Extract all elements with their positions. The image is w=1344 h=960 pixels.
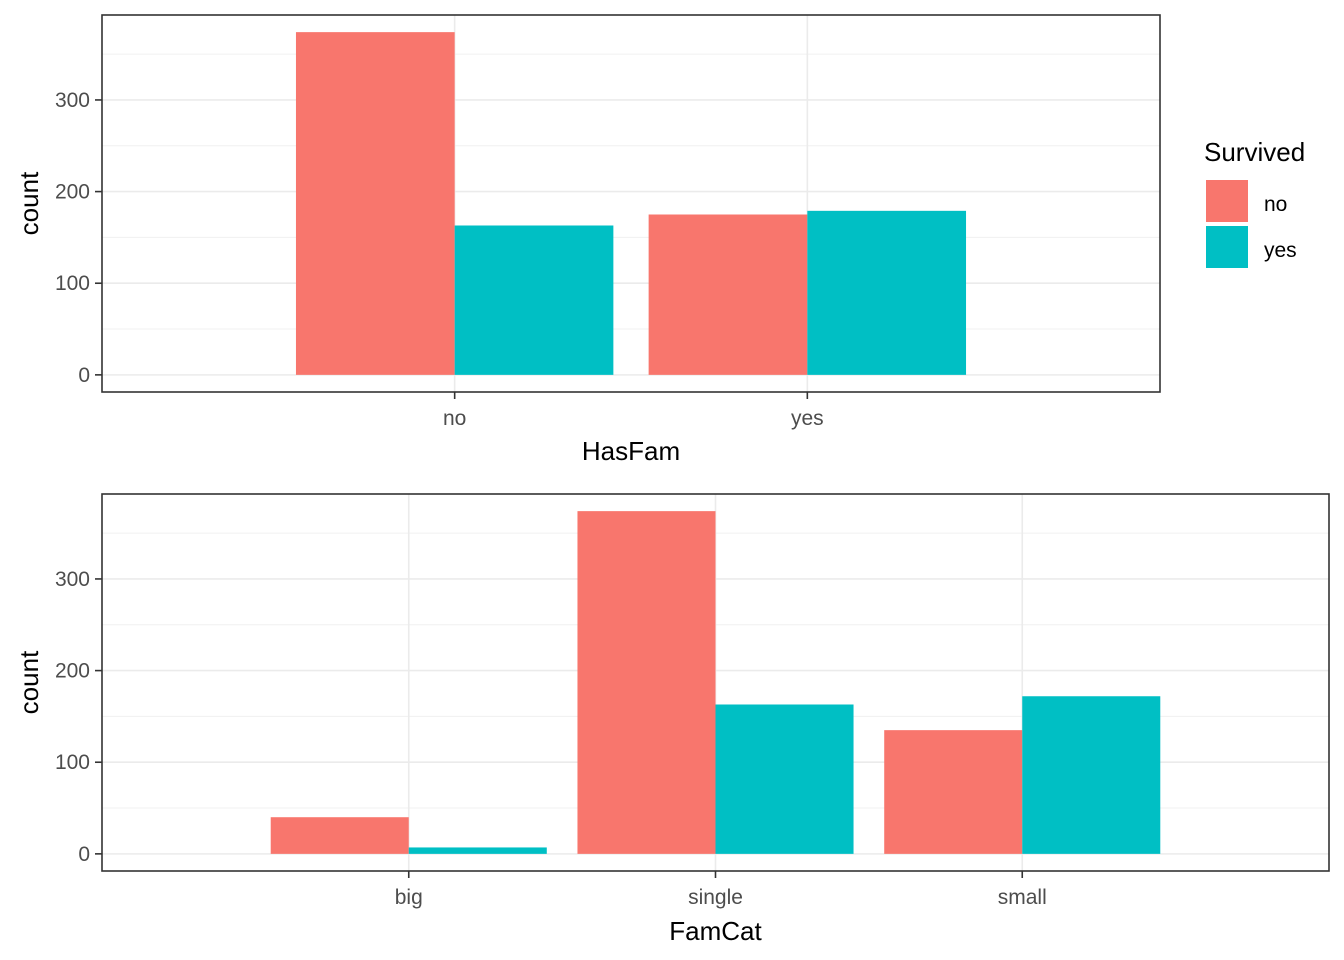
y-tick-label: 0 [78, 843, 90, 866]
bar-no-survived-no [295, 32, 455, 375]
bar-big-survived-no [270, 817, 409, 854]
bar-no-survived-yes [454, 225, 614, 375]
x-tick-label: no [443, 407, 466, 430]
y-tick-label: 100 [55, 272, 90, 295]
x-tick-label: yes [791, 407, 824, 430]
y-axis-title: count [14, 171, 44, 235]
y-tick-label: 300 [55, 568, 90, 591]
bar-yes-survived-no [648, 214, 808, 375]
x-axis-title: HasFam [582, 436, 680, 466]
bar-small-survived-yes [1022, 696, 1161, 854]
y-axis-title: count [14, 650, 44, 714]
plot-panel [102, 15, 1160, 392]
y-tick-label: 200 [55, 181, 90, 204]
y-tick-label: 300 [55, 89, 90, 112]
chart-famcat: 0 100 200 300 big single small FamCat count [14, 493, 1330, 946]
x-tick-label: big [395, 886, 423, 909]
bar-single-survived-yes [715, 704, 854, 854]
x-tick-label: single [688, 886, 743, 909]
legend: Survived no yes [1204, 137, 1305, 268]
bar-small-survived-no [884, 730, 1023, 854]
bar-yes-survived-yes [807, 210, 967, 375]
x-tick-label: small [998, 886, 1047, 909]
chart-hasfam: 0 100 200 300 no yes HasFam count [14, 14, 1161, 466]
y-tick-label: 100 [55, 751, 90, 774]
y-tick-label: 200 [55, 660, 90, 683]
legend-label-no: no [1264, 193, 1287, 216]
bar-big-survived-yes [408, 847, 547, 854]
bar-single-survived-no [577, 511, 716, 854]
legend-label-yes: yes [1264, 239, 1297, 262]
legend-swatch-no [1206, 180, 1248, 222]
legend-title: Survived [1204, 137, 1305, 167]
legend-swatch-yes [1206, 226, 1248, 268]
x-axis-title: FamCat [669, 916, 762, 946]
panel-border [101, 14, 1161, 393]
y-tick-label: 0 [78, 364, 90, 387]
